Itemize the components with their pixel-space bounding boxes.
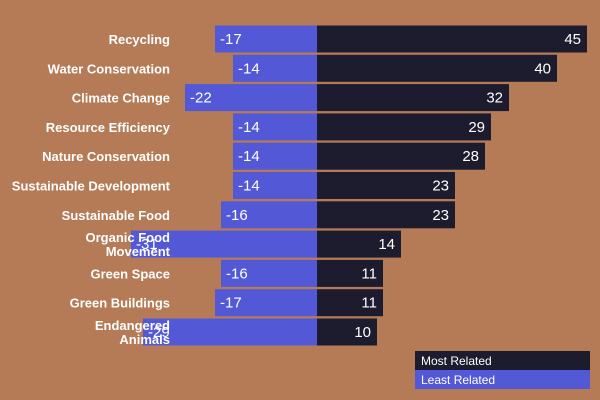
- bar-least-related: [143, 318, 317, 346]
- value-label-least-related: -14: [238, 178, 260, 195]
- bar-most-related: [317, 113, 491, 141]
- category-label: Resource Efficiency: [46, 120, 171, 135]
- category-label: Organic Food Movement: [86, 230, 171, 259]
- legend-swatch-most-related: [415, 351, 590, 370]
- value-labels: -17 45 -14 40 -22 32 -14 29 -14 28 -14 23 -16 23 -31 14…: [136, 31, 581, 341]
- category-label-line: Green Buildings: [70, 296, 170, 311]
- bar-most-related: [317, 318, 377, 346]
- category-label-line: Green Space: [91, 266, 171, 281]
- value-label-most-related: 28: [462, 148, 479, 165]
- bar-most-related: [317, 172, 455, 199]
- value-label-most-related: 23: [432, 178, 449, 195]
- bar-most-related: [317, 54, 557, 82]
- legend: Most Related Least Related: [415, 351, 590, 389]
- value-label-most-related: 11: [361, 295, 377, 312]
- bar-most-related: [317, 84, 509, 112]
- value-label-most-related: 32: [486, 90, 503, 107]
- category-label: Endangered Animals: [95, 318, 170, 347]
- value-label-least-related: -17: [220, 31, 242, 48]
- value-label-least-related: -14: [238, 60, 260, 77]
- category-label-line: Sustainable Development: [12, 179, 171, 194]
- value-label-most-related: 29: [468, 119, 485, 136]
- category-label: Sustainable Development: [12, 179, 171, 194]
- bar-least-related: [233, 113, 317, 141]
- legend-label-least-related: Least Related: [421, 373, 495, 387]
- category-label: Green Space: [91, 266, 171, 281]
- value-label-least-related: -17: [220, 295, 242, 312]
- value-label-least-related: -22: [190, 90, 212, 107]
- value-label-least-related: -16: [226, 265, 248, 282]
- value-label-most-related: 45: [564, 31, 581, 48]
- least-related-bars: [131, 25, 317, 346]
- bar-most-related: [317, 142, 485, 170]
- value-label-least-related: -31: [136, 236, 158, 253]
- bar-least-related: [215, 25, 317, 53]
- value-label-least-related: -16: [226, 207, 248, 224]
- value-label-most-related: 40: [534, 60, 551, 77]
- category-label: Nature Conservation: [42, 149, 170, 164]
- bar-least-related: [131, 230, 317, 258]
- bar-least-related: [221, 201, 317, 229]
- category-label-line: Recycling: [109, 32, 170, 47]
- bar-least-related: [233, 54, 317, 82]
- bar-most-related: [317, 230, 401, 258]
- value-label-least-related: -29: [148, 324, 170, 341]
- bar-most-related: [317, 25, 587, 53]
- bar-most-related: [317, 289, 383, 317]
- category-labels: Recycling Water Conservation Climate Chang…: [12, 32, 171, 347]
- value-label-most-related: 10: [354, 324, 371, 341]
- category-label-line: Movement: [106, 244, 171, 259]
- value-label-most-related: 23: [432, 207, 449, 224]
- most-related-bars: [317, 25, 587, 346]
- category-label-line: Endangered: [95, 318, 170, 333]
- legend-swatch-least-related: [415, 370, 590, 389]
- value-label-least-related: -14: [238, 119, 260, 136]
- value-label-most-related: 14: [378, 236, 395, 253]
- category-label: Green Buildings: [70, 296, 170, 311]
- category-label-line: Sustainable Food: [62, 208, 170, 223]
- bar-least-related: [233, 142, 317, 170]
- category-label: Recycling: [109, 32, 170, 47]
- value-label-most-related: 11: [361, 265, 377, 282]
- category-label-line: Nature Conservation: [42, 149, 170, 164]
- category-label-line: Water Conservation: [48, 61, 170, 76]
- category-label-line: Climate Change: [72, 91, 170, 106]
- bar-least-related: [233, 172, 317, 199]
- category-label-line: Resource Efficiency: [46, 120, 171, 135]
- bar-most-related: [317, 259, 383, 287]
- category-label: Climate Change: [72, 91, 170, 106]
- category-label: Water Conservation: [48, 61, 170, 76]
- legend-label-most-related: Most Related: [421, 354, 492, 368]
- category-label-line: Animals: [119, 332, 170, 347]
- category-label: Sustainable Food: [62, 208, 170, 223]
- category-label-line: Organic Food: [86, 230, 171, 245]
- bar-least-related: [221, 259, 317, 287]
- bar-most-related: [317, 201, 455, 229]
- bar-least-related: [185, 84, 317, 112]
- value-label-least-related: -14: [238, 148, 260, 165]
- bar-least-related: [215, 289, 317, 317]
